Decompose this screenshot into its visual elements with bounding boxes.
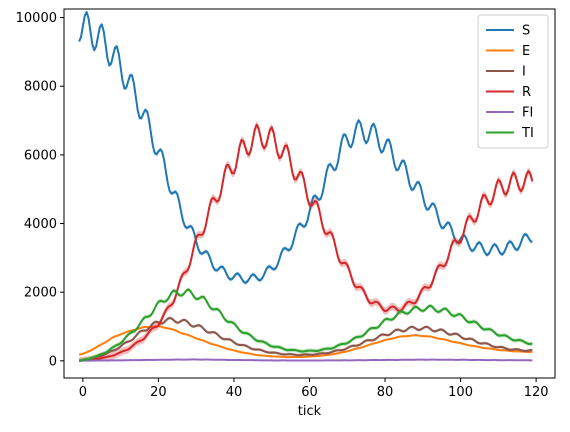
y-tick-label: 6000 [24,148,57,163]
y-tick-label: 8000 [24,80,57,95]
plot-area [78,10,534,362]
series-line-ti [78,288,533,362]
legend-label-r: R [522,85,531,100]
legend-label-s: S [522,24,530,39]
y-tick-label: 0 [49,354,57,369]
series-line-r [79,123,534,362]
series-line-fi [79,358,533,362]
y-axis: 0 2000 4000 6000 8000 10000 [16,11,64,369]
series-line-s [78,11,533,284]
x-tick-label: 100 [448,385,473,400]
series-band-s [79,10,533,285]
legend-label-fi: FI [522,106,533,121]
y-tick-label: 2000 [24,286,57,301]
x-tick-label: 60 [301,385,318,400]
series-band-i [79,316,533,361]
legend-label-ti: TI [521,126,534,141]
series-band-r [79,120,533,361]
x-tick-label: 80 [377,385,394,400]
series-line-i [78,316,533,362]
legend-label-i: I [522,65,526,80]
y-tick-label: 10000 [16,11,57,26]
series-band-ti [79,287,533,361]
x-tick-label: 20 [150,385,167,400]
y-tick-label: 4000 [24,217,57,232]
legend-label-e: E [522,44,530,59]
x-axis: 0 20 40 60 80 100 120 [79,378,549,400]
x-tick-label: 0 [79,385,87,400]
x-axis-title: tick [298,404,322,419]
x-tick-label: 120 [524,385,549,400]
x-tick-label: 40 [226,385,243,400]
legend-box [477,14,549,149]
